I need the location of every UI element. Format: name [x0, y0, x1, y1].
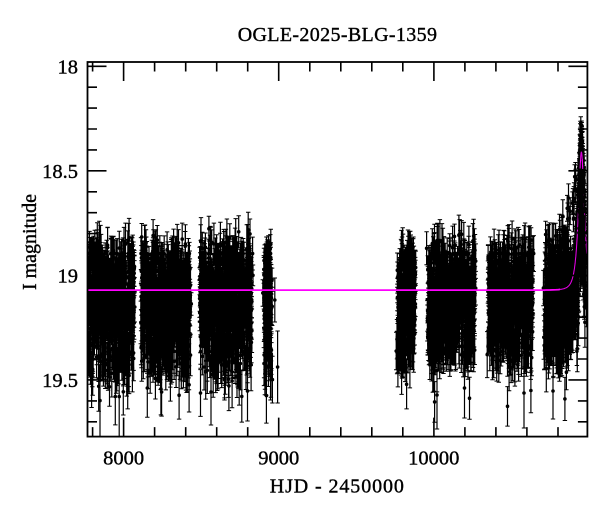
svg-text:OGLE-2025-BLG-1359: OGLE-2025-BLG-1359 [238, 24, 438, 46]
svg-text:HJD - 2450000: HJD - 2450000 [270, 476, 405, 498]
svg-text:8000: 8000 [103, 447, 144, 469]
svg-text:I magnitude: I magnitude [19, 194, 41, 290]
svg-text:9000: 9000 [258, 447, 299, 469]
svg-text:19: 19 [58, 265, 79, 287]
svg-text:10000: 10000 [408, 447, 459, 469]
svg-text:19.5: 19.5 [42, 370, 78, 392]
svg-text:18: 18 [58, 56, 79, 78]
svg-text:18.5: 18.5 [42, 161, 78, 183]
